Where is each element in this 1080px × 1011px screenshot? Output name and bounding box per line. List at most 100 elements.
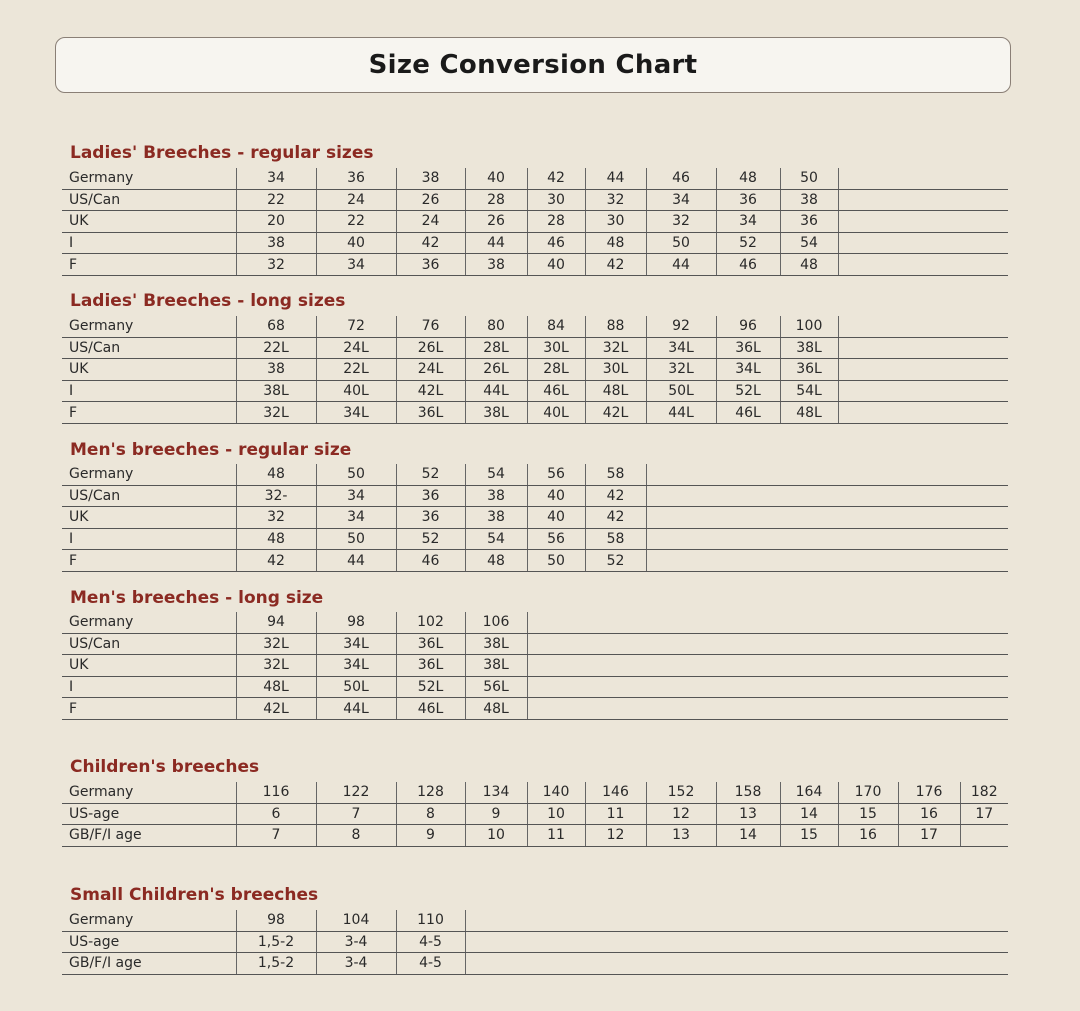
size-cell: 48L xyxy=(779,401,838,424)
size-cell: 14 xyxy=(715,824,780,847)
table-row: F 32 34 36 38 40 42 44 46 48 xyxy=(62,253,1008,276)
size-cell: 17 xyxy=(897,824,960,847)
size-cell: 46 xyxy=(645,168,716,190)
size-cell: 8 xyxy=(395,803,465,826)
size-cell: 14 xyxy=(779,803,838,826)
size-cell: 56 xyxy=(526,464,585,486)
size-cell: 50 xyxy=(315,528,396,551)
row-label: Germany xyxy=(62,910,236,932)
size-cell: 30L xyxy=(584,358,646,381)
section-title: Ladies' Breeches - regular sizes xyxy=(70,143,374,163)
size-cell: 7 xyxy=(235,824,316,847)
section-title: Men's breeches - regular size xyxy=(70,440,352,460)
size-cell: 24L xyxy=(315,337,396,360)
size-cell: 34L xyxy=(715,358,780,381)
size-cell: 1,5-2 xyxy=(235,931,316,954)
size-cell: 46L xyxy=(715,401,780,424)
size-cell: 36L xyxy=(779,358,838,381)
size-cell: 34 xyxy=(645,189,716,212)
size-cell: 17 xyxy=(959,803,1008,826)
empty-cell xyxy=(464,952,1008,975)
row-label: I xyxy=(62,232,236,255)
empty-cell xyxy=(526,697,1008,720)
size-cell: 32 xyxy=(584,189,646,212)
size-cell: 52 xyxy=(715,232,780,255)
size-cell: 42 xyxy=(584,253,646,276)
size-cell: 128 xyxy=(395,782,465,804)
size-cell: 36 xyxy=(395,485,465,508)
size-cell: 38L xyxy=(464,654,527,677)
size-cell: 7 xyxy=(315,803,396,826)
size-cell: 32 xyxy=(235,506,316,529)
size-cell: 52 xyxy=(584,549,646,572)
size-cell: 40 xyxy=(526,253,585,276)
size-cell: 122 xyxy=(315,782,396,804)
size-cell: 54 xyxy=(464,528,527,551)
row-label: Germany xyxy=(62,316,236,338)
row-label: F xyxy=(62,697,236,720)
size-cell: 50L xyxy=(315,676,396,699)
size-cell: 98 xyxy=(235,910,316,932)
size-cell: 58 xyxy=(584,528,646,551)
size-cell: 36 xyxy=(315,168,396,190)
size-cell: 38 xyxy=(235,232,316,255)
size-cell: 80 xyxy=(464,316,527,338)
table-row: UK 38 22L 24L 26L 28L 30L 32L 34L 36L xyxy=(62,358,1008,381)
empty-cell xyxy=(645,528,1008,551)
size-cell: 34 xyxy=(315,253,396,276)
empty-cell xyxy=(837,380,1008,403)
size-cell: 16 xyxy=(897,803,960,826)
size-table: Germany 94 98 102 106 US/Can 32L 34L 36L 38L UK 32L… xyxy=(62,612,1008,720)
size-cell: 36L xyxy=(395,401,465,424)
size-cell: 46 xyxy=(715,253,780,276)
empty-cell xyxy=(837,189,1008,212)
size-cell: 40 xyxy=(526,485,585,508)
size-cell: 9 xyxy=(395,824,465,847)
size-cell: 46L xyxy=(526,380,585,403)
size-cell: 44 xyxy=(315,549,396,572)
size-cell: 102 xyxy=(395,612,465,634)
size-cell: 110 xyxy=(395,910,465,932)
size-cell: 22L xyxy=(315,358,396,381)
size-cell: 10 xyxy=(464,824,527,847)
size-cell: 42 xyxy=(235,549,316,572)
size-cell: 38L xyxy=(235,380,316,403)
table-row: Germany 116 122 128 134 140 146 152 158 164 170 176… xyxy=(62,782,1008,804)
row-label: F xyxy=(62,253,236,276)
row-label: US/Can xyxy=(62,485,236,508)
row-label: F xyxy=(62,549,236,572)
row-label: Germany xyxy=(62,464,236,486)
section-title: Children's breeches xyxy=(70,757,260,777)
section-title: Men's breeches - long size xyxy=(70,588,324,608)
size-cell: 46 xyxy=(526,232,585,255)
size-cell: 182 xyxy=(959,782,1008,804)
size-cell: 34L xyxy=(645,337,716,360)
size-cell: 36 xyxy=(715,189,780,212)
empty-cell xyxy=(645,464,1008,486)
size-cell: 140 xyxy=(526,782,585,804)
size-cell: 152 xyxy=(645,782,716,804)
table-row: UK 20 22 24 26 28 30 32 34 36 xyxy=(62,210,1008,233)
size-cell: 52 xyxy=(395,528,465,551)
size-cell: 58 xyxy=(584,464,646,486)
size-cell: 54 xyxy=(779,232,838,255)
size-cell: 30 xyxy=(584,210,646,233)
size-cell: 34 xyxy=(315,485,396,508)
empty-cell xyxy=(464,931,1008,954)
row-label: UK xyxy=(62,506,236,529)
row-label: UK xyxy=(62,654,236,677)
size-cell: 38L xyxy=(779,337,838,360)
size-cell: 32L xyxy=(645,358,716,381)
size-cell: 48 xyxy=(584,232,646,255)
size-cell: 32 xyxy=(645,210,716,233)
size-cell: 40 xyxy=(526,506,585,529)
table-row: US/Can 32L 34L 36L 38L xyxy=(62,633,1008,656)
size-cell: 56L xyxy=(464,676,527,699)
chart-title-box: Size Conversion Chart xyxy=(55,37,1011,93)
size-cell: 88 xyxy=(584,316,646,338)
table-row: F 42 44 46 48 50 52 xyxy=(62,549,1008,572)
size-cell: 158 xyxy=(715,782,780,804)
size-cell: 52L xyxy=(395,676,465,699)
empty-cell xyxy=(837,358,1008,381)
size-cell: 38 xyxy=(235,358,316,381)
